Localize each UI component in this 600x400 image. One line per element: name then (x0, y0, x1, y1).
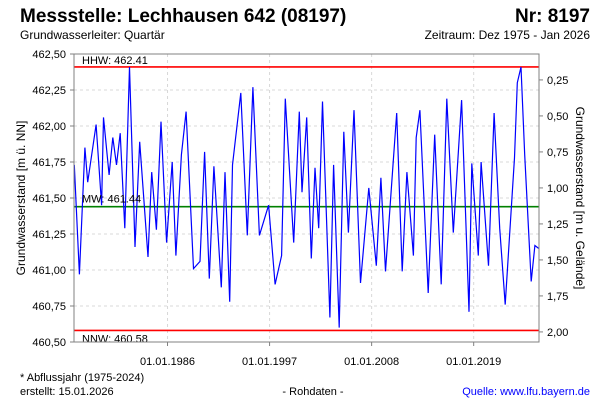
y-tick-label: 462,50 (32, 49, 66, 61)
y-axis-right: 0,25 0,50 0,75 1,00 1,25 1,50 1,75 2,00 (539, 75, 568, 339)
y-axis-label-left: Grundwasserstand [m ü. NN] (14, 121, 28, 276)
y-tick-label-right: 1,25 (547, 219, 568, 231)
x-axis: 01.01.1986 01.01.1997 01.01.2008 01.01.2019 (140, 342, 501, 368)
rawdata-label: - Rohdaten - (282, 386, 343, 398)
y-tick-label: 460,50 (32, 337, 66, 349)
y-tick-label: 462,25 (32, 85, 66, 97)
aquifer-label: Grundwasserleiter: Quartär (20, 28, 165, 42)
y-tick-label: 461,75 (32, 157, 66, 169)
y-tick-label: 460,75 (32, 301, 66, 313)
footnote: * Abflussjahr (1975-2024) (20, 372, 144, 384)
y-tick-label-right: 1,50 (547, 255, 568, 267)
created-date: erstellt: 15.01.2026 (20, 386, 114, 398)
x-tick-label: 01.01.2019 (446, 356, 501, 368)
y-tick-label-right: 0,75 (547, 147, 568, 159)
y-tick-label-right: 0,25 (547, 75, 568, 87)
reference-label: MW: 461.44 (82, 194, 141, 206)
y-tick-label-right: 2,00 (547, 327, 568, 339)
y-axis-label-right: Grundwasserstand [m u. Gelände] (573, 107, 587, 290)
reference-lines (74, 66, 539, 332)
reference-label: NNW: 460.58 (82, 333, 148, 345)
x-tick-label: 01.01.1986 (140, 356, 195, 368)
source-link[interactable]: Quelle: www.lfu.bayern.de (462, 386, 590, 398)
reference-labels: HHW: 462.41 MW: 461.44 NNW: 460.58 (82, 55, 148, 346)
series-line (73, 66, 539, 328)
y-tick-label-right: 0,50 (547, 111, 568, 123)
y-tick-label-right: 1,00 (547, 183, 568, 195)
y-tick-label: 461,25 (32, 229, 66, 241)
y-tick-label: 461,50 (32, 193, 66, 205)
x-tick-label: 01.01.2008 (344, 356, 399, 368)
y-tick-label: 461,00 (32, 265, 66, 277)
chart-title: Messstelle: Lechhausen 642 (08197) (20, 6, 346, 27)
station-number: Nr: 8197 (515, 6, 590, 27)
x-tick-label: 01.01.1997 (242, 356, 297, 368)
period-label: Zeitraum: Dez 1975 - Jan 2026 (425, 28, 591, 42)
y-axis-left: 462,50 462,25 462,00 461,75 461,50 461,25 461,… (32, 49, 74, 349)
reference-label: HHW: 462.41 (82, 55, 148, 67)
y-tick-label: 462,00 (32, 121, 66, 133)
y-tick-label-right: 1,75 (547, 291, 568, 303)
